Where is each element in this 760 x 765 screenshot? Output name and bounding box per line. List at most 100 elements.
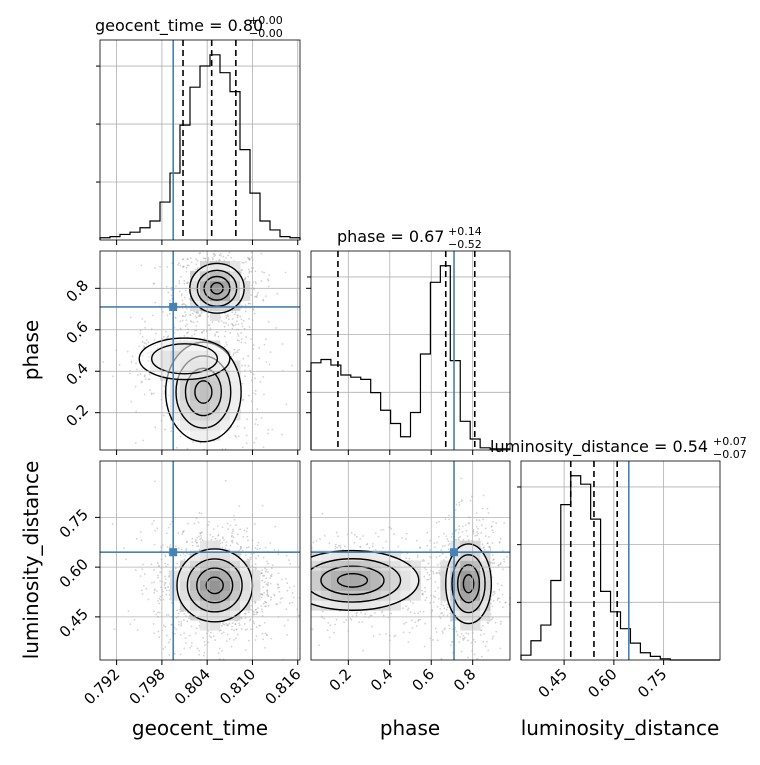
- sample-point: [240, 617, 243, 620]
- sample-point: [442, 614, 445, 617]
- sample-point: [241, 261, 244, 264]
- sample-point: [490, 598, 492, 601]
- sample-point: [491, 542, 494, 544]
- sample-point: [248, 257, 251, 260]
- sample-point: [445, 556, 448, 559]
- sample-point: [500, 620, 502, 623]
- sample-point: [213, 472, 215, 474]
- sample-point: [145, 339, 148, 341]
- sample-point: [225, 544, 228, 547]
- sample-point: [150, 393, 153, 396]
- sample-point: [246, 546, 248, 549]
- sample-point: [244, 278, 247, 280]
- sample-point: [153, 569, 155, 571]
- sample-point: [339, 544, 342, 547]
- sample-point: [423, 645, 426, 648]
- sample-point: [252, 613, 255, 616]
- sample-point: [161, 590, 164, 593]
- sample-point: [227, 454, 229, 456]
- sample-point: [239, 553, 242, 556]
- sample-point: [265, 577, 268, 580]
- sample-point: [269, 577, 272, 579]
- sample-point: [280, 585, 282, 587]
- density-cell: [170, 590, 181, 601]
- sample-point: [190, 645, 193, 647]
- sample-point: [186, 323, 189, 326]
- sample-point: [495, 630, 498, 633]
- sample-point: [170, 430, 173, 433]
- sample-point: [426, 544, 429, 547]
- sample-point: [129, 372, 131, 375]
- sample-point: [437, 586, 439, 589]
- sample-point: [181, 303, 184, 306]
- sample-point: [255, 295, 258, 298]
- sample-point: [203, 337, 206, 340]
- sample-point: [266, 583, 269, 586]
- sample-point: [426, 571, 429, 574]
- sample-point: [240, 338, 243, 341]
- sample-point: [202, 636, 204, 639]
- sample-point: [208, 520, 211, 523]
- sample-point: [503, 558, 505, 561]
- sample-point: [261, 572, 263, 575]
- sample-point: [491, 562, 494, 565]
- sample-point: [230, 249, 232, 251]
- sample-point: [95, 373, 97, 375]
- sample-point: [435, 521, 438, 524]
- sample-point: [427, 562, 430, 565]
- sample-point: [486, 507, 489, 510]
- sample-point: [359, 545, 362, 548]
- sample-point: [480, 655, 483, 658]
- sample-point: [238, 348, 241, 351]
- sample-point: [248, 259, 251, 262]
- sample-point: [289, 572, 291, 574]
- sample-point: [223, 539, 225, 541]
- sample-point: [255, 635, 258, 637]
- sample-point: [169, 544, 172, 547]
- sample-point: [400, 537, 403, 539]
- sample-point: [213, 253, 215, 255]
- sample-point: [177, 623, 180, 626]
- sample-point: [200, 512, 203, 515]
- sample-point: [200, 249, 202, 251]
- sample-point: [441, 552, 444, 555]
- sample-point: [440, 549, 443, 552]
- sample-point: [359, 538, 362, 540]
- sample-point: [234, 311, 237, 314]
- sample-point: [239, 528, 242, 531]
- sample-point: [512, 605, 514, 607]
- sample-point: [212, 257, 214, 259]
- sample-point: [227, 452, 229, 454]
- sample-point: [304, 598, 306, 600]
- sample-point: [198, 252, 201, 255]
- sample-point: [185, 642, 187, 644]
- sample-point: [229, 544, 232, 547]
- contour: [186, 558, 243, 613]
- sample-point: [438, 520, 440, 523]
- sample-point: [201, 310, 203, 313]
- sample-point: [185, 266, 188, 269]
- sample-point: [265, 583, 268, 586]
- sample-point: [431, 609, 434, 611]
- sample-point: [277, 584, 280, 586]
- sample-point: [478, 538, 481, 540]
- sample-point: [243, 327, 246, 330]
- sample-point: [294, 553, 296, 555]
- sample-point: [168, 654, 171, 656]
- sample-point: [424, 622, 426, 625]
- sample-point: [266, 593, 269, 595]
- sample-point: [504, 601, 507, 604]
- sample-point: [458, 525, 461, 528]
- sample-point: [385, 633, 388, 635]
- sample-point: [152, 623, 155, 625]
- sample-point: [455, 503, 458, 506]
- sample-point: [247, 275, 250, 278]
- panel-density: [95, 249, 293, 474]
- sample-point: [273, 549, 276, 551]
- sample-point: [183, 529, 185, 532]
- sample-point: [254, 547, 257, 549]
- sample-point: [158, 564, 160, 567]
- sample-point: [402, 631, 405, 634]
- sample-point: [318, 644, 320, 647]
